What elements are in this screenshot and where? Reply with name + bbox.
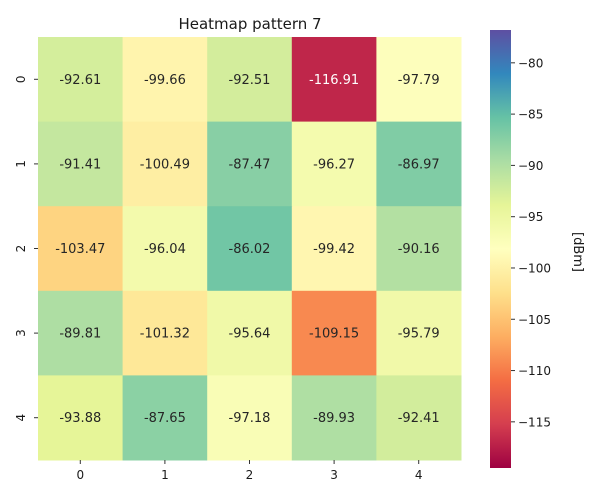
y-tick-label: 1: [14, 160, 28, 168]
heatmap-cell: [38, 206, 124, 292]
cell-value-label: -116.91: [309, 73, 359, 88]
heatmap-cell: [122, 375, 208, 461]
cell-value-label: -100.49: [140, 157, 190, 172]
cell-value-label: -93.88: [59, 411, 101, 426]
y-tick-label: 2: [14, 245, 28, 253]
cell-value-label: -92.61: [59, 73, 101, 88]
heatmap-cell: [207, 37, 293, 123]
colorbar-tick-label: −90: [518, 159, 543, 173]
heatmap-cell: [376, 206, 462, 292]
cell-value-label: -95.79: [398, 327, 440, 342]
heatmap-cell: [291, 206, 377, 292]
x-tick-label: 0: [76, 468, 84, 482]
chart-title: Heatmap pattern 7: [178, 15, 321, 33]
heatmap-cell: [207, 375, 293, 461]
cell-value-label: -92.51: [229, 73, 271, 88]
heatmap-cell: [376, 375, 462, 461]
cell-value-label: -91.41: [59, 157, 101, 172]
x-tick-label: 3: [330, 468, 338, 482]
y-tick-label: 3: [14, 329, 28, 337]
heatmap-cell: [122, 290, 208, 376]
y-tick-label: 0: [14, 75, 28, 83]
heatmap-cell: [291, 290, 377, 376]
heatmap-cell: [376, 290, 462, 376]
heatmap-cell: [207, 206, 293, 292]
cell-value-label: -86.97: [398, 157, 440, 172]
cell-value-label: -89.81: [59, 327, 101, 342]
heatmap-cell: [122, 37, 208, 123]
heatmap-cell: [122, 206, 208, 292]
cell-value-label: -95.64: [229, 327, 271, 342]
colorbar-gradient: [490, 30, 511, 468]
cell-value-label: -92.41: [398, 411, 440, 426]
colorbar-tick-label: −100: [518, 261, 551, 275]
cell-value-label: -97.79: [398, 73, 440, 88]
colorbar: −80 −85 −90 −95 −100 −105 −110 −115: [490, 30, 551, 468]
heatmap-cell: [38, 290, 124, 376]
colorbar-tick-label: −95: [518, 210, 543, 224]
heatmap-cell: [291, 121, 377, 207]
y-tick-label: 4: [14, 414, 28, 422]
cell-value-label: -96.27: [313, 157, 355, 172]
cell-value-label: -97.18: [229, 411, 271, 426]
heatmap-cells: -92.61 -99.66 -92.51 -116.91 -97.79 -91.41 -10…: [38, 37, 462, 461]
x-axis: 0 1 2 3 4: [76, 460, 423, 482]
colorbar-label: [dBm]: [570, 232, 585, 272]
x-tick-label: 1: [161, 468, 169, 482]
heatmap-cell: [376, 121, 462, 207]
colorbar-tick-label: −115: [518, 415, 551, 429]
cell-value-label: -89.93: [313, 411, 355, 426]
colorbar-tick-label: −105: [518, 313, 551, 327]
heatmap-cell: [122, 121, 208, 207]
x-tick-label: 4: [415, 468, 423, 482]
cell-value-label: -87.65: [144, 411, 186, 426]
cell-value-label: -90.16: [398, 242, 440, 257]
colorbar-tick-label: −80: [518, 56, 543, 70]
cell-value-label: -99.42: [313, 242, 355, 257]
heatmap-cell: [38, 375, 124, 461]
cell-value-label: -109.15: [309, 327, 359, 342]
cell-value-label: -101.32: [140, 327, 190, 342]
heatmap-cell: [207, 290, 293, 376]
heatmap-cell: [38, 121, 124, 207]
colorbar-tick-label: −85: [518, 108, 543, 122]
colorbar-tick-label: −110: [518, 364, 551, 378]
heatmap-cell: [376, 37, 462, 123]
heatmap-cell: [291, 375, 377, 461]
cell-value-label: -99.66: [144, 73, 186, 88]
cell-value-label: -103.47: [55, 242, 105, 257]
cell-value-label: -96.04: [144, 242, 186, 257]
heatmap-cell: [207, 121, 293, 207]
heatmap-cell: [291, 37, 377, 123]
y-axis: 0 1 2 3 4: [14, 75, 38, 422]
cell-value-label: -86.02: [229, 242, 271, 257]
cell-value-label: -87.47: [229, 157, 271, 172]
heatmap-cell: [38, 37, 124, 123]
x-tick-label: 2: [246, 468, 254, 482]
